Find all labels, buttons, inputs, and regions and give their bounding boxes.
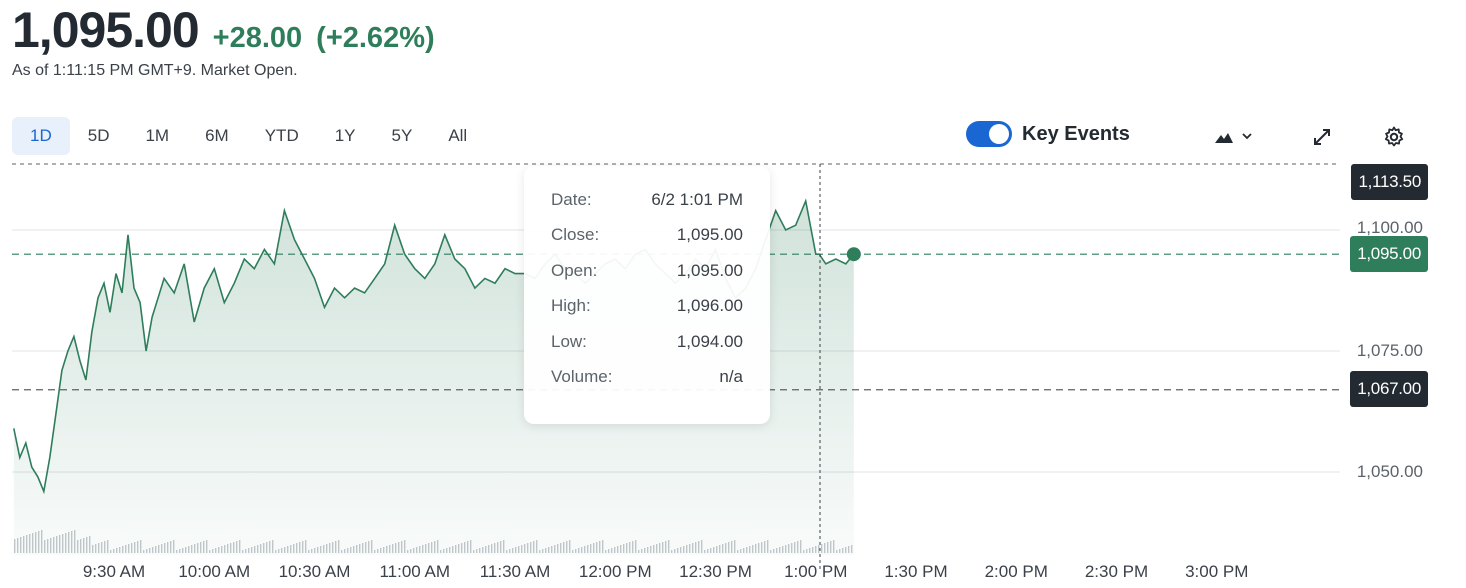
price-change-percent: (+2.62%) bbox=[316, 22, 435, 54]
current-price: 1,095.00 bbox=[12, 2, 200, 58]
x-tick-label: 10:00 AM bbox=[178, 562, 251, 581]
tooltip-row-high: High: 1,096.00 bbox=[551, 296, 743, 331]
y-tick-label: 1,075.00 bbox=[1356, 341, 1423, 360]
chart-type-button[interactable] bbox=[1212, 124, 1260, 150]
x-tick-label: 2:00 PM bbox=[984, 562, 1048, 581]
x-tick-label: 9:30 AM bbox=[82, 562, 146, 581]
tooltip-label: Close: bbox=[551, 225, 600, 245]
settings-button[interactable] bbox=[1382, 124, 1406, 150]
x-tick-label: 2:30 PM bbox=[1084, 562, 1149, 581]
tooltip-value: 1,095.00 bbox=[676, 225, 743, 245]
x-tick-label: 1:00 PM bbox=[784, 562, 848, 581]
range-tab-1y[interactable]: 1Y bbox=[334, 126, 356, 145]
tooltip-row-date: Date: 6/2 1:01 PM bbox=[551, 190, 743, 225]
last-price-dot bbox=[846, 247, 861, 262]
tooltip-row-low: Low: 1,094.00 bbox=[551, 332, 743, 367]
tooltip-label: Date: bbox=[551, 190, 592, 209]
tooltip-value: 1,094.00 bbox=[676, 331, 743, 351]
tooltip-label: Volume: bbox=[551, 366, 613, 386]
range-tab-1m[interactable]: 1M bbox=[145, 126, 170, 145]
toggle-knob bbox=[989, 124, 1009, 144]
as-of-timestamp: As of 1:11:15 PM GMT+9. Market Open. bbox=[12, 62, 298, 79]
price-change: +28.00 bbox=[212, 22, 303, 54]
tooltip-label: Low: bbox=[551, 331, 587, 351]
ohlc-tooltip: Date: 6/2 1:01 PM Close: 1,095.00 Open: 1,0… bbox=[524, 166, 770, 424]
expand-icon bbox=[1314, 129, 1330, 145]
range-tabs: 1D 5D 1M 6M YTD 1Y 5Y All bbox=[12, 117, 485, 155]
tooltip-value: 1,095.00 bbox=[676, 260, 743, 280]
previous-close-badge: 1,067.00 bbox=[1350, 371, 1428, 407]
expand-button[interactable] bbox=[1310, 124, 1334, 150]
tooltip-row-open: Open: 1,095.00 bbox=[551, 261, 743, 296]
tooltip-value: 6/2 1:01 PM bbox=[651, 190, 743, 209]
current-price-badge: 1,095.00 bbox=[1350, 236, 1428, 272]
x-tick-label: 1:30 PM bbox=[884, 562, 948, 581]
tooltip-value: 1,096.00 bbox=[676, 296, 743, 316]
range-high-badge: 1,113.50 bbox=[1351, 164, 1428, 200]
key-events-toggle[interactable] bbox=[966, 121, 1012, 147]
mountain-chart-icon bbox=[1215, 133, 1252, 143]
range-tab-6m[interactable]: 6M bbox=[205, 126, 229, 145]
x-tick-label: 12:00 PM bbox=[578, 562, 652, 581]
tooltip-label: High: bbox=[551, 296, 591, 316]
tooltip-row-volume: Volume: n/a bbox=[551, 367, 743, 402]
range-tab-5y[interactable]: 5Y bbox=[391, 126, 413, 145]
x-tick-label: 11:30 AM bbox=[479, 562, 551, 581]
x-tick-label: 10:30 AM bbox=[278, 562, 351, 581]
key-events-control: Key Events bbox=[966, 121, 1130, 147]
range-tab-ytd[interactable]: YTD bbox=[264, 126, 299, 145]
key-events-label: Key Events bbox=[1022, 122, 1130, 145]
quote-header: 1,095.00 +28.00 (+2.62%) bbox=[12, 0, 435, 62]
y-tick-label: 1,050.00 bbox=[1356, 462, 1423, 481]
x-tick-label: 3:00 PM bbox=[1185, 562, 1249, 581]
gear-icon bbox=[1384, 126, 1404, 147]
x-tick-label: 11:00 AM bbox=[379, 562, 451, 581]
range-tab-1d[interactable]: 1D bbox=[12, 117, 70, 155]
x-tick-label: 12:30 PM bbox=[679, 562, 752, 581]
tooltip-label: Open: bbox=[551, 260, 598, 280]
tooltip-value: n/a bbox=[719, 366, 743, 386]
range-tab-all[interactable]: All bbox=[448, 126, 468, 145]
y-tick-label: 1,100.00 bbox=[1356, 218, 1423, 237]
tooltip-row-close: Close: 1,095.00 bbox=[551, 225, 743, 260]
range-tab-5d[interactable]: 5D bbox=[87, 126, 110, 145]
